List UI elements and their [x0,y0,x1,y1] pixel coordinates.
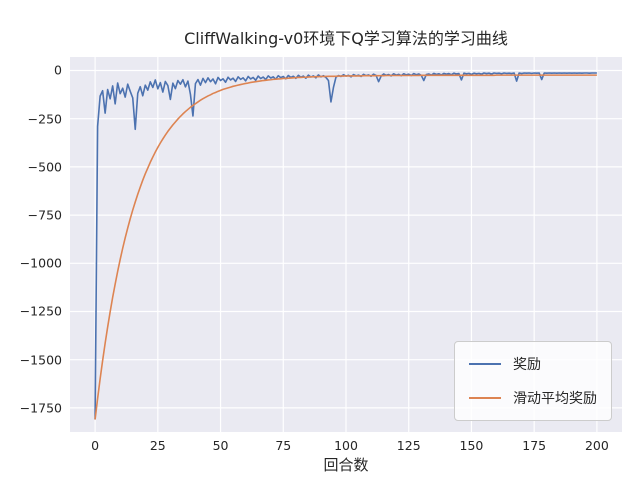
x-tick-label: 0 [91,438,100,453]
legend-label-moving-average: 滑动平均奖励 [513,391,597,407]
reward-line-swatch [469,363,501,365]
x-tick-label: 125 [396,438,421,453]
legend-item-reward: 奖励 [469,354,597,374]
y-tick-label: −1000 [19,255,62,271]
legend-item-moving-average: 滑动平均奖励 [469,388,597,408]
x-axis-tick-labels: 0 25 50 75 100 125 150 175 200 [70,438,622,454]
y-tick-label: −1500 [19,352,62,368]
x-tick-label: 200 [584,438,609,453]
y-tick-label: −750 [27,207,62,223]
legend: 奖励 滑动平均奖励 [454,341,612,421]
x-tick-label: 175 [522,438,547,453]
chart-title: CliffWalking-v0环境下Q学习算法的学习曲线 [184,29,508,48]
plot-svg [70,57,622,432]
x-axis-label: 回合数 [323,456,369,474]
y-tick-label: 0 [54,62,62,78]
plot-area: 奖励 滑动平均奖励 [70,57,622,432]
moving-average-line-swatch [469,397,501,399]
x-tick-label: 100 [334,438,358,453]
y-tick-label: −500 [27,159,62,175]
x-tick-label: 50 [212,438,229,453]
x-tick-label: 25 [149,438,166,453]
x-tick-label: 75 [275,438,292,453]
y-tick-label: −1750 [19,400,62,416]
y-tick-label: −1250 [19,303,62,319]
y-tick-label: −250 [27,111,62,127]
legend-label-reward: 奖励 [513,357,541,373]
y-axis-tick-labels: 0 −250 −500 −750 −1000 −1250 −1500 −1750 [0,57,62,432]
x-tick-label: 150 [459,438,484,453]
moving-average-line [94,74,597,420]
